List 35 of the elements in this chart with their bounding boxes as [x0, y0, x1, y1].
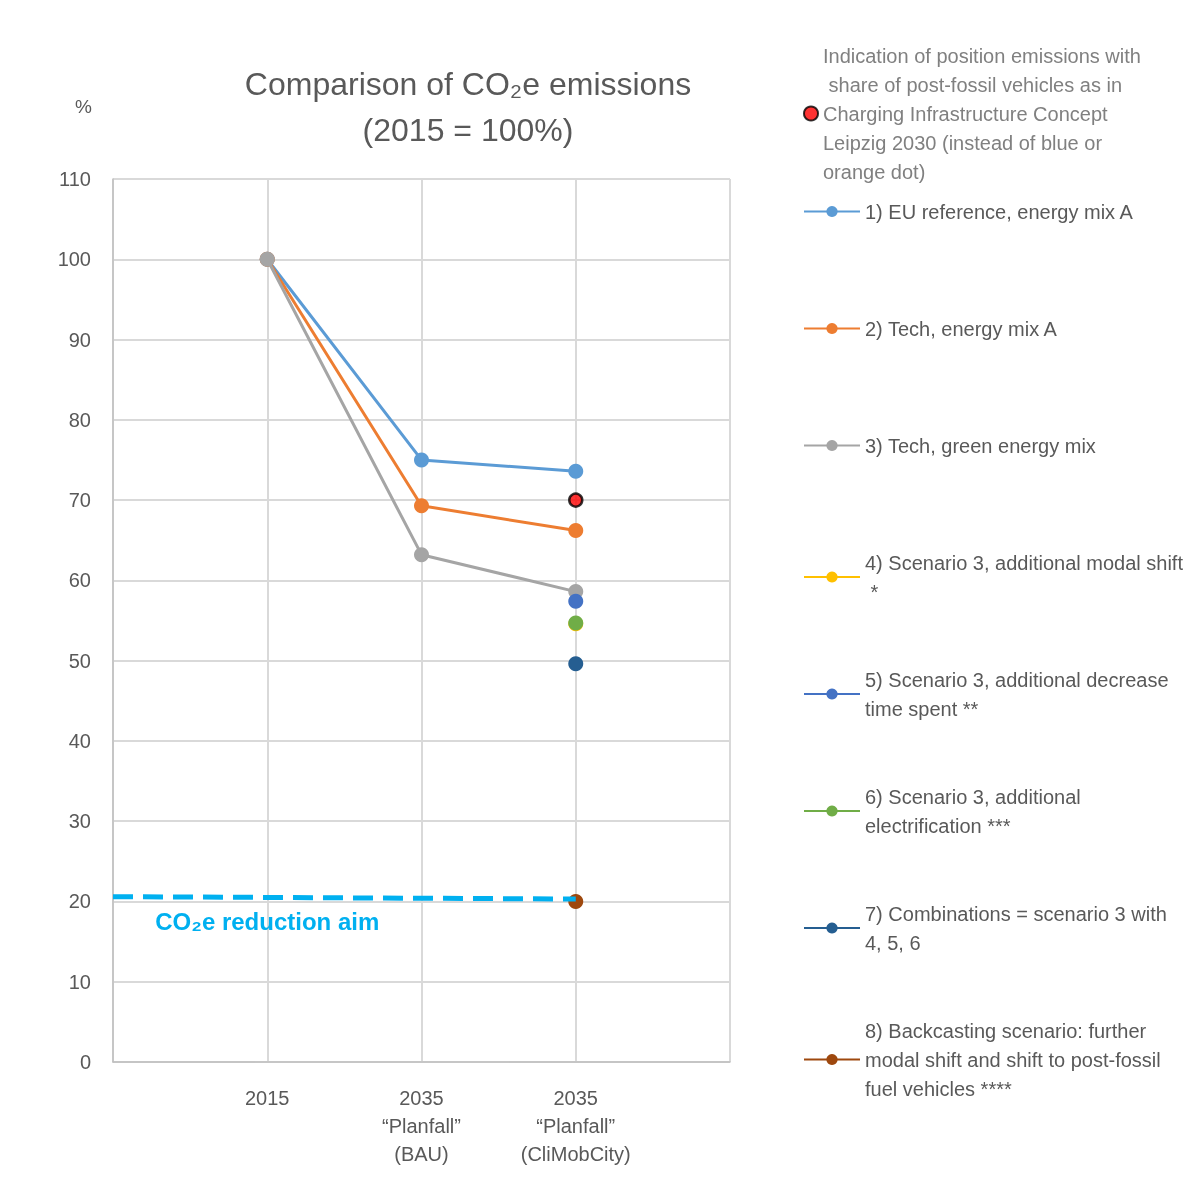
- point: [568, 463, 584, 479]
- point: [568, 492, 584, 508]
- point: [568, 656, 584, 672]
- chart-title: Comparison of CO₂e emissions (2015 = 100%): [244, 66, 692, 148]
- legend-label: 4) Scenario 3, additional modal shift *: [865, 551, 1184, 603]
- y-tick-label: 100: [57, 248, 91, 271]
- y-tick-label: 70: [68, 489, 91, 512]
- legend-label: 2) Tech, energy mix A: [865, 317, 1058, 340]
- x-tick-label: 2015: [245, 1087, 290, 1109]
- y-tick-label: 20: [68, 890, 91, 913]
- x-tick-label: 2035 “Planfall” (CliMobCity): [520, 1087, 631, 1165]
- y-tick-label: 60: [68, 569, 91, 592]
- legend-label: 7) Combinations = scenario 3 with 4, 5, 6: [865, 902, 1173, 954]
- y-tick-label: 90: [68, 328, 91, 351]
- point: [414, 547, 429, 563]
- legend-label: Indication of position emissions with share of post-fossil vehicles as in Charging Infrastructure Concept Leipzig 2030 (instead of blue or orange dot): [823, 44, 1141, 183]
- point: [568, 523, 584, 539]
- legend-label: 5) Scenario 3, additional decrease time spent **: [865, 668, 1175, 720]
- x-tick-label: 2035 “Planfall” (BAU): [382, 1087, 461, 1165]
- y-tick-label: 80: [68, 408, 91, 431]
- legend-label: 3) Tech, green energy mix: [865, 434, 1096, 457]
- point: [414, 498, 429, 514]
- y-tick-label: 110: [59, 168, 91, 190]
- legend-label: 8) Backcasting scenario: further modal shift and shift to post-fossil fuel vehicles ****: [865, 1019, 1167, 1100]
- point: [414, 452, 429, 468]
- legend-label: 1) EU reference, energy mix A: [865, 200, 1134, 223]
- y-tick-label: 10: [68, 970, 91, 993]
- y-axis-title: %: [75, 96, 92, 117]
- legend-label: 6) Scenario 3, additional electrification ***: [865, 785, 1087, 837]
- point: [568, 593, 584, 609]
- y-tick-label: 50: [68, 649, 91, 672]
- y-tick-label: 30: [68, 810, 91, 833]
- y-tick-label: 40: [68, 729, 91, 752]
- series-label: CO₂e reduction aim: [155, 907, 380, 935]
- y-tick-label: 0: [79, 1051, 91, 1073]
